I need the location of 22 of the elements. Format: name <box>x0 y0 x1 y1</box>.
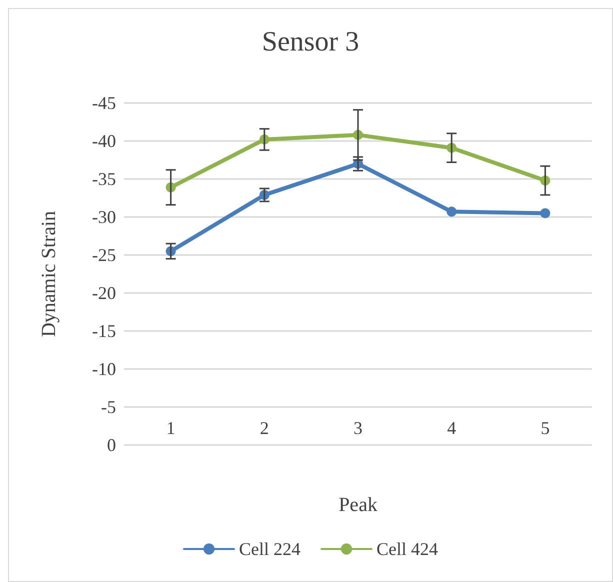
x-axis-title: Peak <box>338 494 378 516</box>
legend-label: Cell 224 <box>239 539 301 559</box>
x-tick-label: 1 <box>166 418 176 438</box>
y-tick-label: -5 <box>101 397 116 417</box>
y-axis-title: Dynamic Strain <box>38 210 60 338</box>
y-tick-label: -20 <box>92 283 116 303</box>
legend-label: Cell 424 <box>376 539 438 559</box>
point <box>540 208 550 218</box>
x-tick-label: 2 <box>260 418 269 438</box>
y-tick-label: -45 <box>92 93 116 113</box>
y-tick-label: -10 <box>92 359 116 379</box>
y-tick-label: 0 <box>107 435 116 455</box>
y-tick-label: -25 <box>92 245 116 265</box>
point <box>446 206 457 217</box>
x-tick-label: 4 <box>447 418 456 438</box>
y-tick-label: -40 <box>92 131 116 151</box>
y-tick-label: -30 <box>92 207 116 227</box>
y-tick-label: -15 <box>92 321 116 341</box>
chart-title: Sensor 3 <box>262 26 360 58</box>
y-tick-label: -35 <box>92 169 116 189</box>
x-tick-label: 5 <box>540 418 550 438</box>
x-tick-label: 3 <box>354 418 362 438</box>
